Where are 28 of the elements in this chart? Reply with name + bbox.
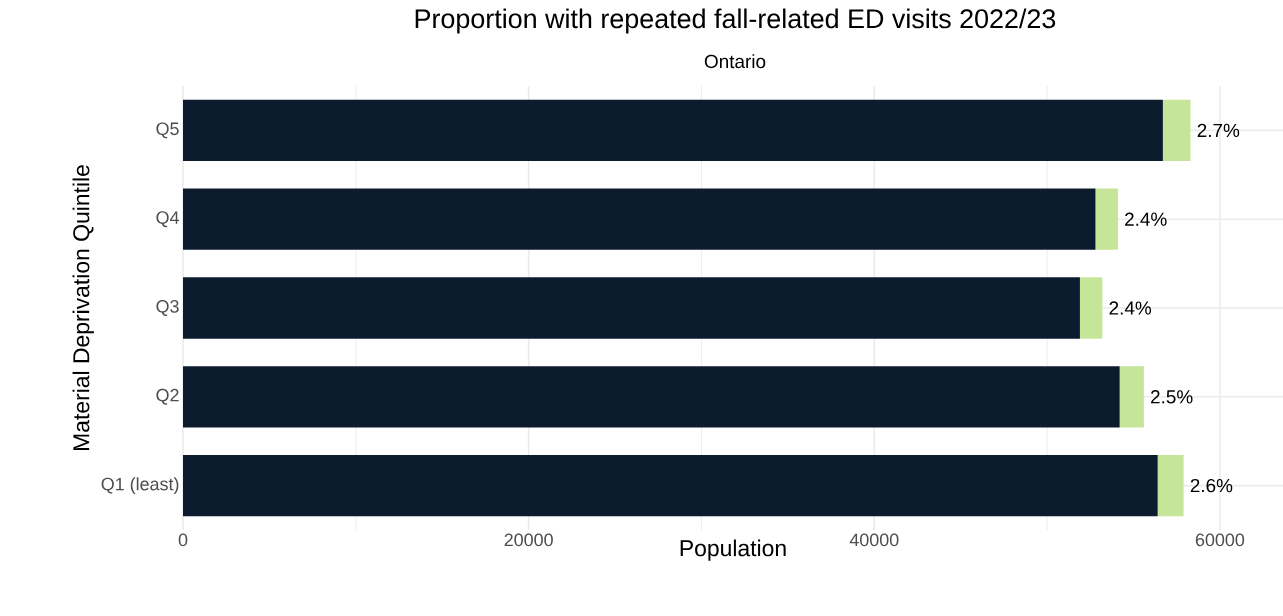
bar (1079, 277, 1103, 339)
bar (1162, 99, 1191, 162)
bar (1119, 366, 1144, 428)
x-tick-label: 60000 (1195, 533, 1245, 547)
bar (183, 188, 1096, 250)
y-tick-label: Q2 (156, 388, 179, 405)
annotation: 2.7% (1197, 123, 1240, 138)
x-tick-label: 0 (178, 533, 188, 547)
y-axis-title: Material Deprivation Quintile (72, 165, 94, 451)
chart-title: Proportion with repeated fall-related ED visits 2022/23 (415, 8, 1056, 34)
bar (183, 277, 1080, 339)
y-tick-label: Q4 (156, 211, 179, 228)
annotation: 2.4% (1109, 301, 1152, 315)
chart-subtitle: Ontario (704, 54, 766, 69)
y-tick-label: Q5 (156, 122, 179, 139)
bar (183, 366, 1120, 428)
bar (1095, 188, 1118, 250)
y-tick-label: Q3 (156, 300, 179, 316)
bar (183, 99, 1163, 162)
annotation: 2.4% (1125, 212, 1167, 226)
bar (183, 454, 1158, 517)
x-axis-title: Population (680, 539, 786, 561)
x-tick-label: 40000 (849, 533, 899, 547)
bar (1157, 454, 1184, 517)
x-tick-label: 20000 (504, 533, 553, 547)
annotation: 2.5% (1151, 390, 1193, 404)
y-tick-label: Q1 (least) (101, 477, 179, 494)
annotation: 2.6% (1190, 478, 1233, 493)
